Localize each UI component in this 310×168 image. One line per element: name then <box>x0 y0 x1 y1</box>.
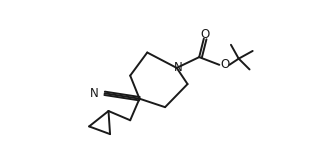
Text: N: N <box>174 61 183 74</box>
Text: O: O <box>201 28 210 40</box>
Text: N: N <box>89 87 98 100</box>
Text: O: O <box>220 58 229 71</box>
